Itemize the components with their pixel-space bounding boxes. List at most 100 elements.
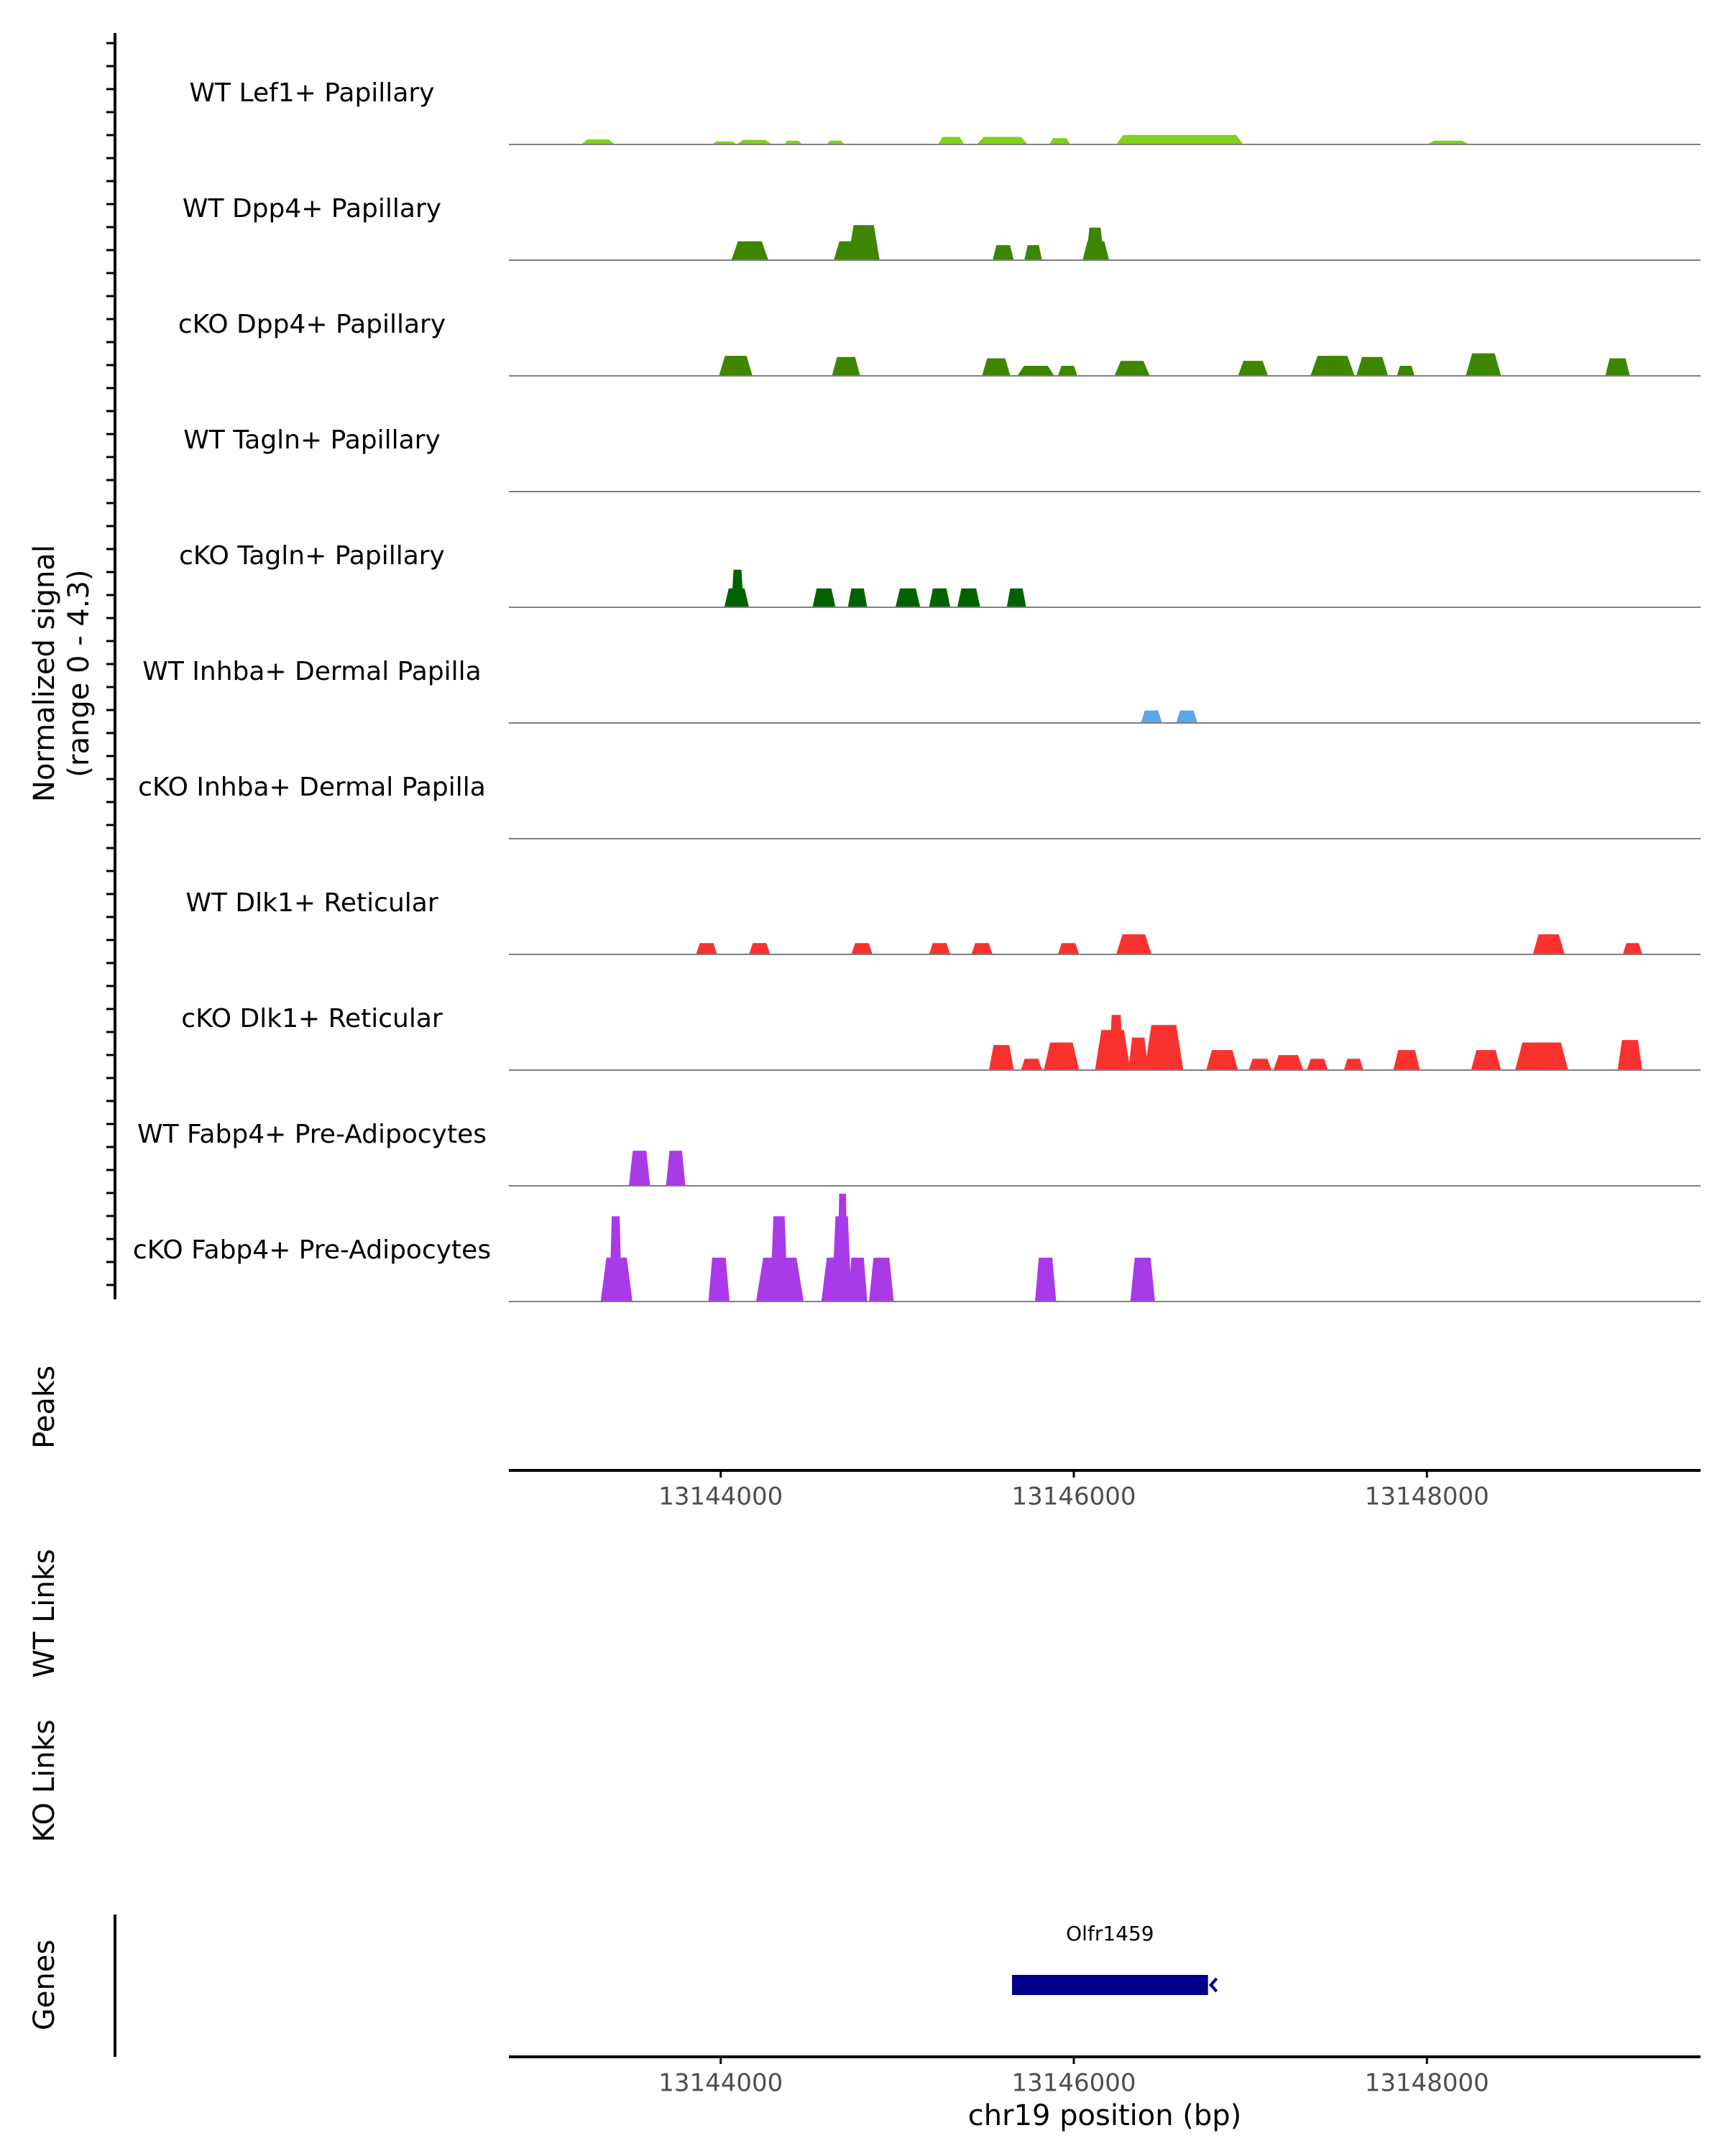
signal-peak — [1356, 356, 1389, 376]
signal-peak — [1532, 934, 1565, 954]
signal-peak — [869, 1258, 894, 1302]
track-1: WT Dpp4+ Papillary — [183, 194, 1701, 261]
gene-strand-arrow — [1209, 1977, 1218, 1993]
signal-peak — [696, 943, 717, 954]
genes-x-ticks: 13144000 13146000 13148000 — [658, 2057, 1489, 2098]
signal-peak — [1206, 1050, 1238, 1070]
x-axis-label: chr19 position (bp) — [968, 2099, 1242, 2132]
gene-label: Olfr1459 — [1066, 1922, 1154, 1945]
signal-peak — [770, 1216, 788, 1302]
track-label: WT Fabp4+ Pre-Adipocytes — [137, 1120, 487, 1149]
signal-peak — [1057, 943, 1080, 954]
signal-peak — [1466, 353, 1501, 376]
signal-peak — [1605, 358, 1630, 376]
signal-peak — [1307, 1059, 1328, 1070]
signal-peak — [929, 588, 951, 607]
x-tick-label: 13144000 — [658, 2069, 783, 2098]
signal-peak — [895, 588, 921, 607]
track-7: WT Dlk1+ Reticular — [185, 888, 1701, 955]
track-label: cKO Fabp4+ Pre-Adipocytes — [133, 1235, 491, 1265]
genes-panel-label: Genes — [28, 1940, 61, 2030]
track-0: WT Lef1+ Papillary — [190, 78, 1701, 145]
signal-peak — [1176, 710, 1197, 723]
signal-peak — [1057, 366, 1077, 376]
signal-peak — [1144, 1025, 1184, 1070]
track-10: cKO Fabp4+ Pre-Adipocytes — [133, 1194, 1701, 1302]
signal-peak — [629, 1151, 650, 1186]
track-label: WT Dlk1+ Reticular — [185, 888, 438, 918]
signal-peak — [976, 137, 1029, 144]
signal-peak — [1310, 356, 1355, 376]
signal-peak — [971, 943, 993, 954]
signal-peak — [1622, 943, 1642, 954]
signal-peak — [837, 1194, 848, 1302]
track-8: cKO Dlk1+ Reticular — [181, 1004, 1701, 1071]
x-tick-label: 13146000 — [1011, 1483, 1136, 1511]
coverage-tracks: WT Lef1+ Papillary WT Dpp4+ Papillary cKO … — [133, 78, 1701, 1302]
signal-peak — [1427, 140, 1470, 144]
signal-peak — [929, 943, 951, 954]
track-label: cKO Dlk1+ Reticular — [181, 1004, 443, 1033]
signal-peak — [581, 139, 615, 144]
signal-peak — [736, 139, 772, 144]
signal-peak — [1515, 1042, 1568, 1070]
track-label: cKO Dpp4+ Papillary — [178, 310, 446, 339]
x-tick-label: 13148000 — [1365, 1483, 1489, 1511]
signal-peak — [712, 141, 737, 144]
coverage-y-ticks — [106, 42, 115, 1286]
signal-peak — [610, 1216, 622, 1302]
signal-peak — [1248, 1059, 1272, 1070]
signal-peak — [784, 140, 802, 144]
signal-peak — [847, 225, 880, 260]
signal-peak — [666, 1151, 686, 1186]
track-6: cKO Inhba+ Dermal Papilla — [138, 773, 1701, 839]
signal-peak — [1273, 1055, 1304, 1070]
signal-peak — [731, 241, 769, 260]
signal-peak — [851, 943, 873, 954]
wt-links-panel-label: WT Links — [28, 1549, 61, 1677]
track-label: WT Lef1+ Papillary — [190, 78, 435, 108]
peaks-panel-label: Peaks — [28, 1365, 61, 1449]
gene-body — [1012, 1975, 1208, 1995]
signal-peak — [708, 1258, 730, 1302]
signal-peak — [1617, 1040, 1642, 1070]
signal-peak — [1116, 134, 1243, 144]
signal-peak — [1393, 1050, 1420, 1070]
signal-peak — [719, 356, 753, 376]
signal-peak — [982, 358, 1011, 376]
signal-peak — [957, 588, 980, 607]
signal-peak — [937, 137, 965, 144]
y-axis-label-line1: Normalized signal — [28, 545, 61, 802]
signal-peak — [1109, 1015, 1123, 1070]
signal-peak — [1471, 1050, 1501, 1070]
signal-peak — [1006, 588, 1026, 607]
x-tick-label: 13148000 — [1365, 2069, 1489, 2098]
peaks-x-ticks: 13144000 13146000 13148000 — [658, 1470, 1489, 1511]
ko-links-panel-label: KO Links — [28, 1720, 61, 1843]
signal-peak — [1397, 366, 1415, 376]
signal-peak — [1049, 138, 1071, 144]
x-tick-label: 13146000 — [1011, 2069, 1136, 2098]
signal-peak — [1343, 1059, 1363, 1070]
signal-peak — [1017, 366, 1054, 376]
signal-peak — [1141, 710, 1162, 723]
gene-annotations: Olfr1459 — [1012, 1922, 1218, 1995]
y-axis-label-line2: (range 0 - 4.3) — [63, 569, 96, 777]
x-tick-label: 13144000 — [658, 1483, 783, 1511]
signal-peak — [731, 569, 744, 607]
signal-peak — [1024, 245, 1042, 260]
track-4: cKO Tagln+ Papillary — [179, 541, 1701, 608]
signal-peak — [812, 588, 836, 607]
track-5: WT Inhba+ Dermal Papilla — [142, 657, 1701, 724]
track-label: WT Tagln+ Papillary — [183, 425, 441, 455]
signal-peak — [1128, 1037, 1149, 1070]
track-label: cKO Tagln+ Papillary — [179, 541, 445, 571]
track-label: WT Dpp4+ Papillary — [183, 194, 441, 224]
track-2: cKO Dpp4+ Papillary — [178, 310, 1701, 377]
signal-peak — [1114, 361, 1150, 376]
signal-peak — [827, 140, 845, 144]
signal-peak — [749, 943, 770, 954]
signal-peak — [1044, 1042, 1080, 1070]
